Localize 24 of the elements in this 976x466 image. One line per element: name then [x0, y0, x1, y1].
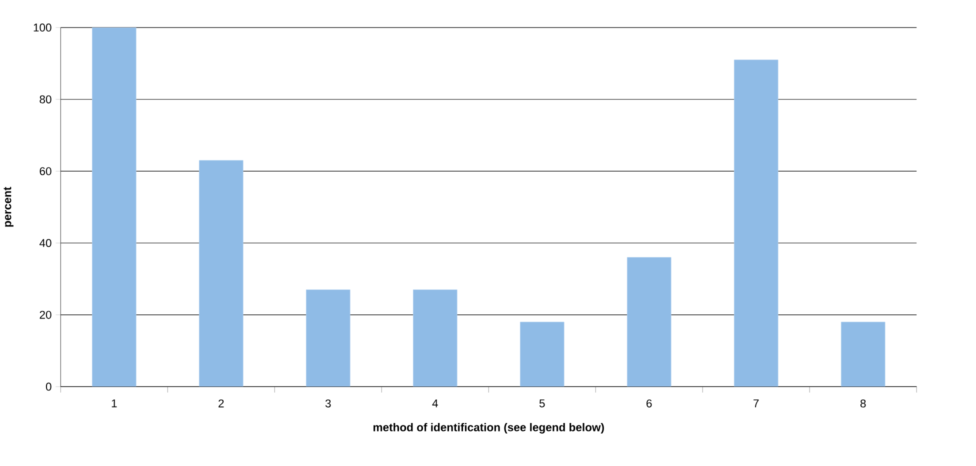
x-tick-label: 4 — [432, 399, 438, 408]
y-tick-label: 20 — [40, 310, 52, 319]
y-tick-label: 80 — [40, 95, 52, 104]
x-tick-label: 3 — [325, 399, 331, 408]
x-tick-label: 1 — [112, 399, 117, 408]
bar — [520, 322, 564, 386]
y-tick-label: 0 — [46, 382, 52, 390]
bar — [840, 322, 886, 386]
y-axis-title: percent — [4, 186, 14, 227]
x-tick-label: 2 — [218, 399, 224, 408]
y-tick-label: 40 — [40, 238, 52, 247]
bar — [734, 60, 778, 386]
bar — [626, 257, 672, 386]
y-tick-label: 100 — [34, 23, 52, 32]
x-tick-label: 5 — [539, 399, 545, 408]
bar — [199, 160, 244, 386]
x-tick-label: 8 — [860, 399, 866, 408]
y-tick-label: 60 — [40, 167, 52, 176]
bar — [92, 27, 136, 386]
x-tick-label: 7 — [754, 399, 759, 408]
x-axis-title: method of identification (see legend below) — [374, 422, 604, 434]
bar — [306, 289, 350, 386]
bar — [413, 289, 458, 386]
x-tick-label: 6 — [646, 399, 652, 408]
